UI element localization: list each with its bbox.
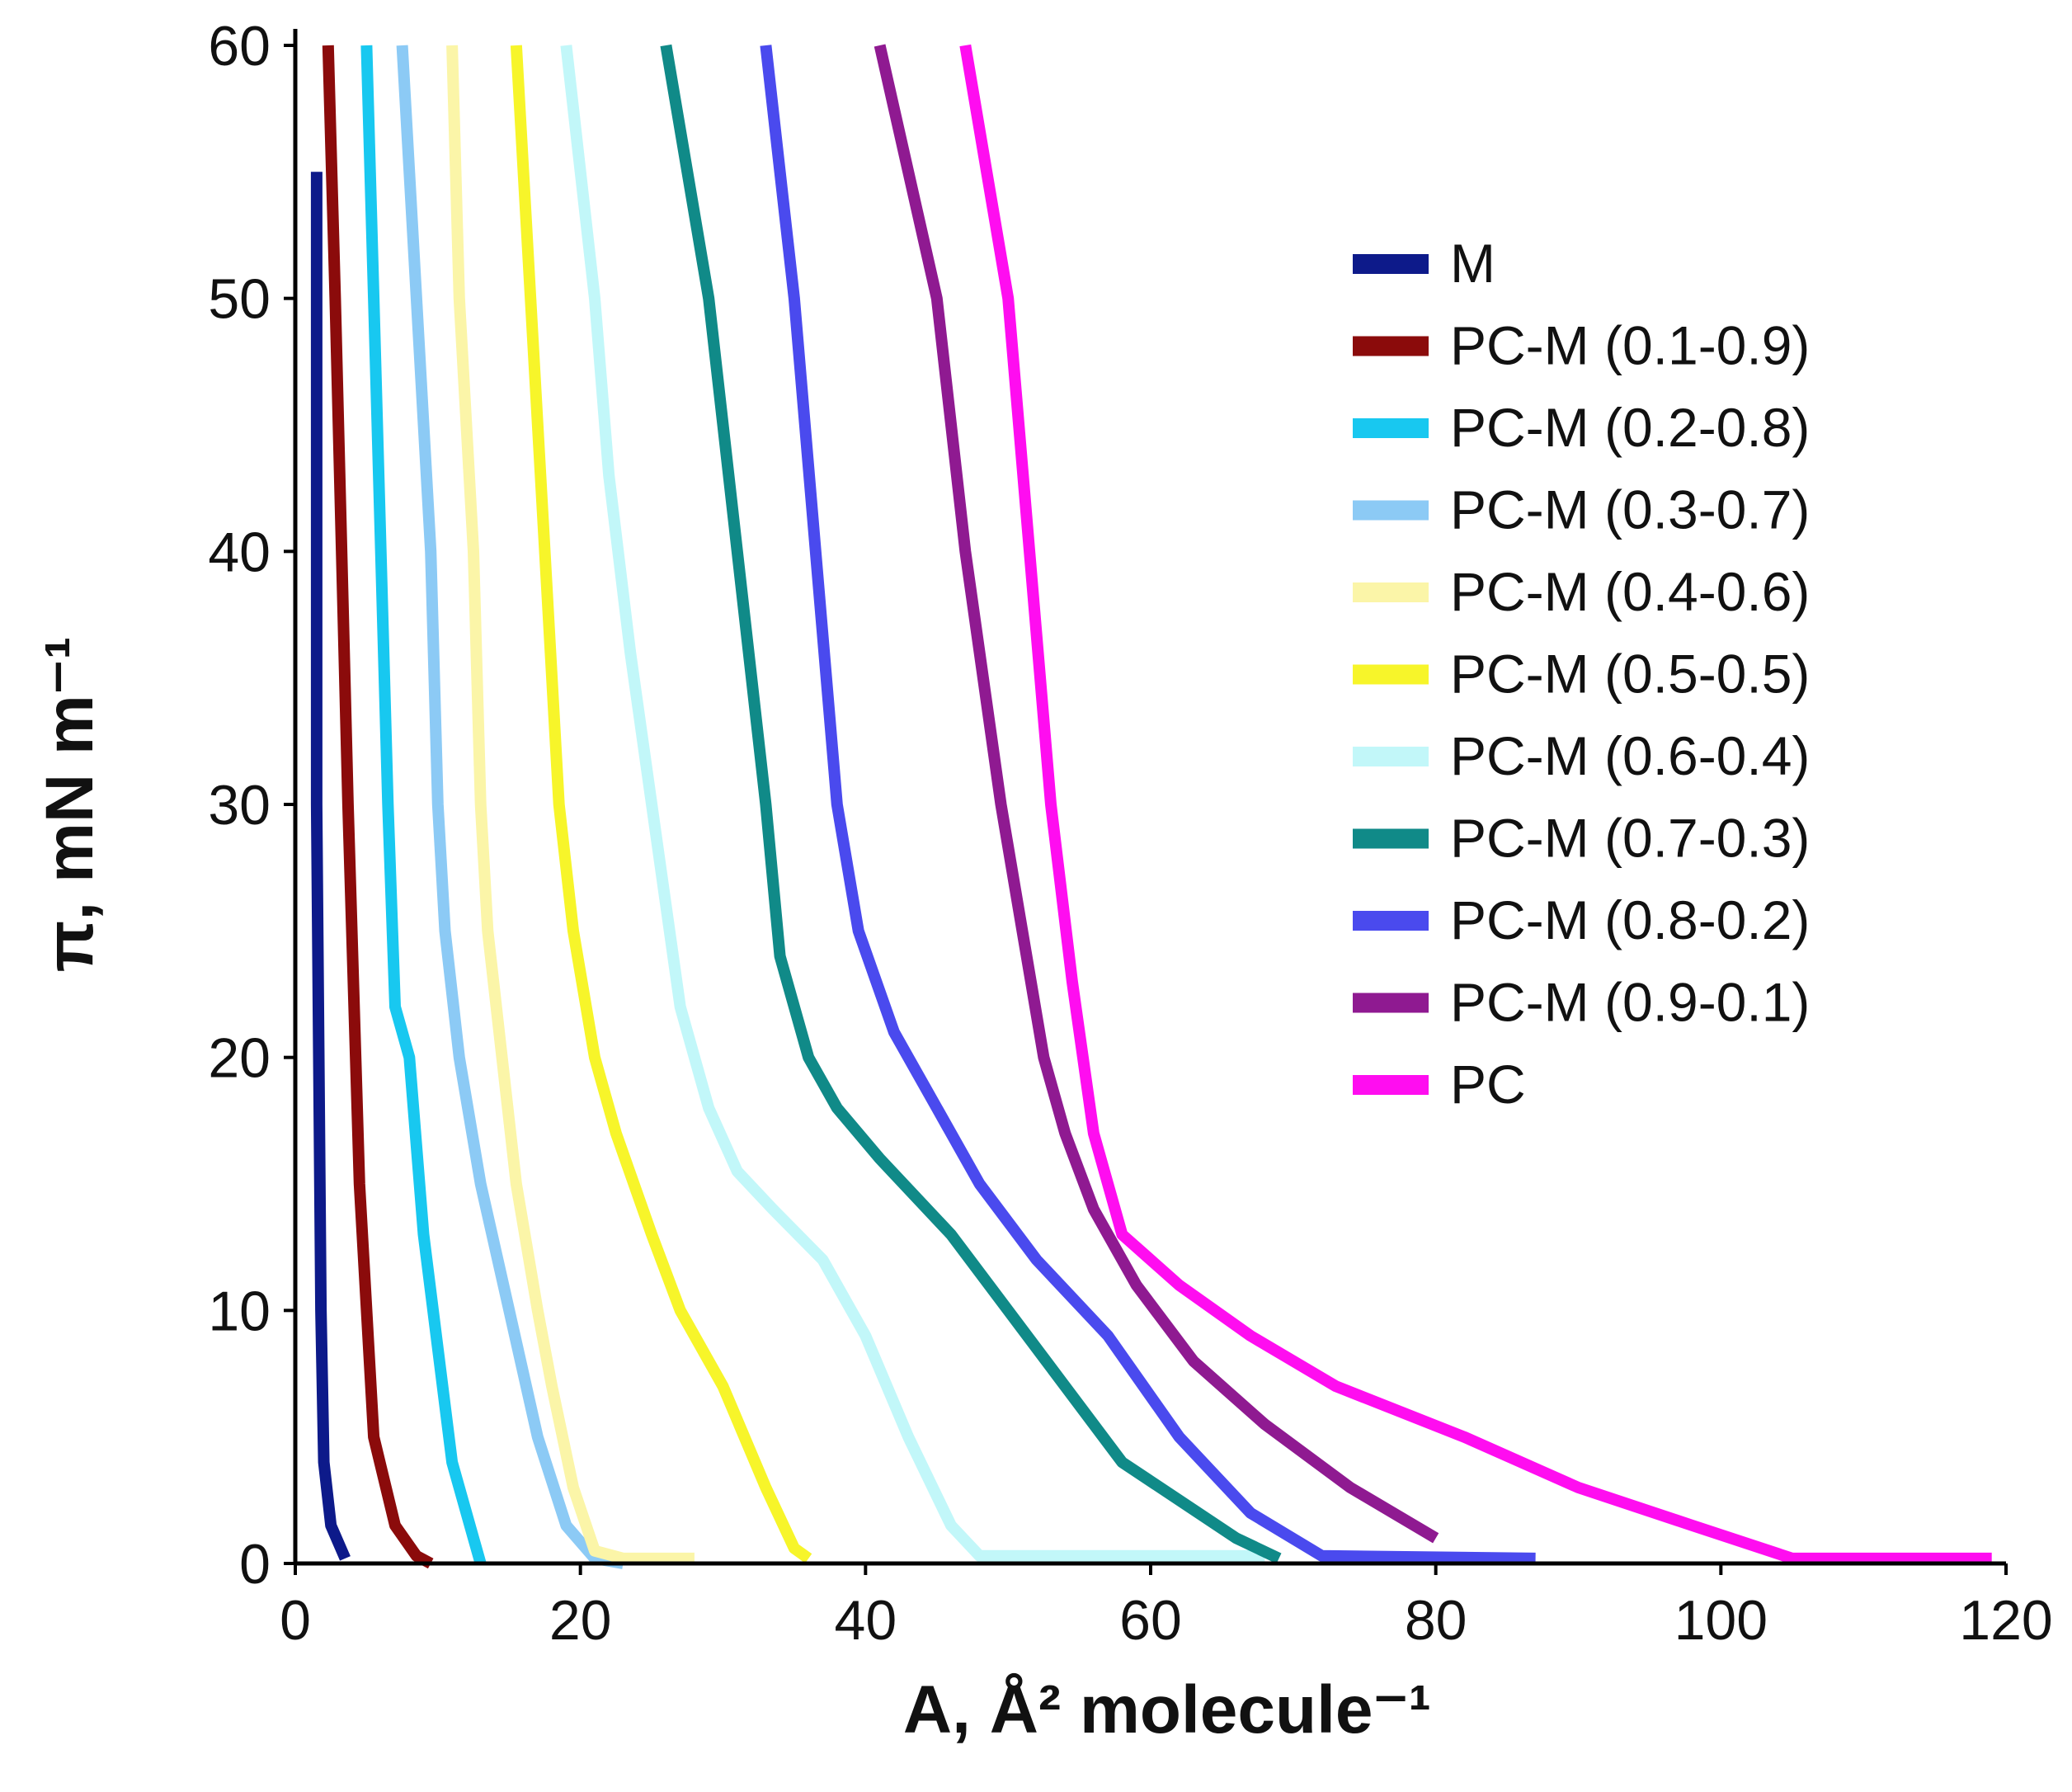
series-line-1 xyxy=(322,45,434,1569)
series-line-6 xyxy=(560,45,1265,1562)
y-axis-title: π, mN m⁻¹ xyxy=(32,637,107,973)
y-tick-label: 60 xyxy=(208,15,271,78)
legend-swatch-5 xyxy=(1353,664,1429,685)
legend-swatch-2 xyxy=(1353,418,1429,438)
y-tick-label: 30 xyxy=(208,774,271,837)
legend-swatch-10 xyxy=(1353,1075,1429,1095)
y-tick-label: 10 xyxy=(208,1280,271,1342)
x-tick-label: 100 xyxy=(1674,1589,1768,1652)
series-line-10 xyxy=(959,44,1992,1564)
legend-swatch-7 xyxy=(1353,828,1429,849)
legend-label-2: PC-M (0.2-0.8) xyxy=(1450,397,1810,458)
legend-swatch-4 xyxy=(1353,582,1429,602)
legend-label-6: PC-M (0.6-0.4) xyxy=(1450,725,1810,786)
plot-area: 0 20 40 60 80 100 120 0 10 20 30 40 50 60 xyxy=(208,15,2052,1652)
legend-swatch-1 xyxy=(1353,336,1429,356)
ticks-layer: 0 20 40 60 80 100 120 0 10 20 30 40 50 60 xyxy=(208,15,2052,1652)
x-tick-label: 80 xyxy=(1405,1589,1467,1652)
series-layer xyxy=(310,44,1992,1569)
y-tick-label: 0 xyxy=(239,1533,271,1596)
legend-label-4: PC-M (0.4-0.6) xyxy=(1450,561,1810,622)
series-line-2 xyxy=(360,45,487,1565)
legend-swatch-8 xyxy=(1353,911,1429,931)
x-tick-label: 60 xyxy=(1119,1589,1182,1652)
series-line-4 xyxy=(446,45,695,1564)
series-line-7 xyxy=(660,44,1282,1564)
x-tick-label: 120 xyxy=(1959,1589,2052,1652)
y-tick-label: 40 xyxy=(208,521,271,583)
legend-swatch-0 xyxy=(1353,254,1429,274)
x-tick-label: 40 xyxy=(835,1589,897,1652)
legend-label-10: PC xyxy=(1450,1054,1526,1115)
series-line-8 xyxy=(760,45,1536,1564)
legend-label-9: PC-M (0.9-0.1) xyxy=(1450,972,1810,1033)
legend-label-7: PC-M (0.7-0.3) xyxy=(1450,808,1810,869)
legend-swatch-3 xyxy=(1353,500,1429,521)
y-tick-label: 20 xyxy=(208,1027,271,1090)
series-line-3 xyxy=(396,45,624,1569)
series-line-9 xyxy=(874,44,1439,1544)
legend-label-3: PC-M (0.3-0.7) xyxy=(1450,479,1810,540)
legend-label-0: M xyxy=(1450,233,1495,294)
x-tick-label: 0 xyxy=(280,1589,311,1652)
series-line-5 xyxy=(510,45,812,1563)
x-tick-label: 20 xyxy=(549,1589,612,1652)
legend-label-5: PC-M (0.5-0.5) xyxy=(1450,644,1810,705)
x-axis-title: A, Å² molecule⁻¹ xyxy=(903,1672,1431,1747)
legend-swatch-9 xyxy=(1353,993,1429,1013)
legend-label-8: PC-M (0.8-0.2) xyxy=(1450,889,1810,950)
y-tick-label: 50 xyxy=(208,268,271,331)
legend: M PC-M (0.1-0.9) PC-M (0.2-0.8) PC-M (0.3-0… xyxy=(1353,233,1810,1115)
series-line-0 xyxy=(310,172,351,1561)
legend-swatch-6 xyxy=(1353,747,1429,766)
legend-label-1: PC-M (0.1-0.9) xyxy=(1450,315,1810,376)
